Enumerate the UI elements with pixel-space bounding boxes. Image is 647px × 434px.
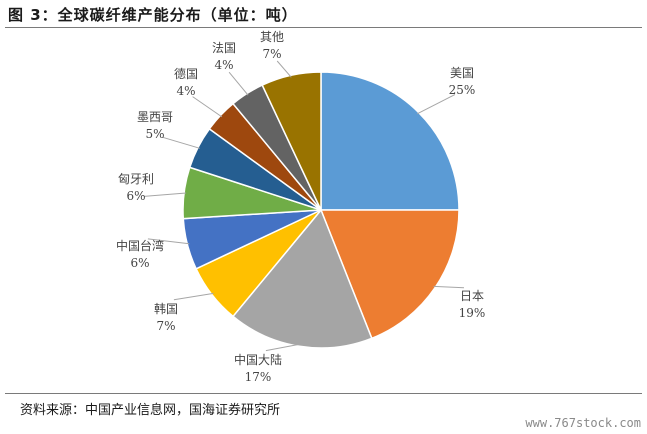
leader-line-10: [276, 60, 292, 78]
slice-label-category-1: 美国: [450, 66, 474, 80]
slice-label-value-6: 6%: [126, 189, 145, 203]
figure-title: 图 3：全球碳纤维产能分布（单位：吨）: [8, 6, 298, 24]
slice-label-value-8: 4%: [176, 84, 195, 98]
slice-label-value-7: 5%: [145, 127, 164, 141]
slice-label-value-2: 19%: [459, 306, 486, 320]
top-rule: [5, 27, 642, 28]
leader-lines: [143, 60, 465, 352]
slice-labels: 美国 25% 日本 19% 中国大陆 17% 韩国 7% 中国台湾 6% 匈牙利 6% 墨西哥 5% 德国 4…: [116, 30, 485, 384]
slice-label-category-5: 中国台湾: [116, 238, 164, 253]
leader-line-7: [162, 136, 200, 149]
leader-line-5: [147, 238, 190, 245]
slice-label-category-6: 匈牙利: [118, 172, 154, 186]
pie-slice-3: [231, 208, 373, 349]
leader-line-2: [433, 285, 465, 289]
leader-line-4: [173, 292, 214, 301]
slice-label-category-2: 日本: [460, 289, 484, 303]
slice-label-value-1: 25%: [449, 83, 476, 97]
slice-label-value-10: 7%: [262, 47, 281, 61]
slice-label-value-4: 7%: [156, 319, 175, 333]
slice-label-category-8: 德国: [174, 66, 198, 81]
slice-label-value-5: 6%: [130, 256, 149, 270]
slice-label-category-9: 法国: [212, 41, 236, 55]
leader-line-9: [228, 71, 249, 96]
watermark: www.767stock.com: [525, 416, 641, 430]
pie-slice-10: [261, 71, 322, 211]
leader-line-6: [143, 192, 187, 197]
slice-label-value-3: 17%: [245, 370, 272, 384]
leader-line-3: [265, 343, 300, 352]
slice-label-value-9: 4%: [214, 58, 233, 72]
pie-slices: [182, 71, 460, 349]
pie-slice-1: [320, 71, 460, 211]
slice-label-category-10: 其他: [260, 30, 284, 44]
bottom-rule: [5, 393, 642, 394]
slice-label-category-3: 中国大陆: [234, 352, 282, 367]
pie-slice-2: [319, 209, 460, 340]
source-note: 资料来源：中国产业信息网，国海证券研究所: [20, 403, 281, 418]
leader-line-1: [416, 94, 456, 115]
leader-line-8: [192, 96, 223, 118]
slice-label-category-7: 墨西哥: [137, 110, 173, 124]
slice-label-category-4: 韩国: [154, 301, 178, 316]
